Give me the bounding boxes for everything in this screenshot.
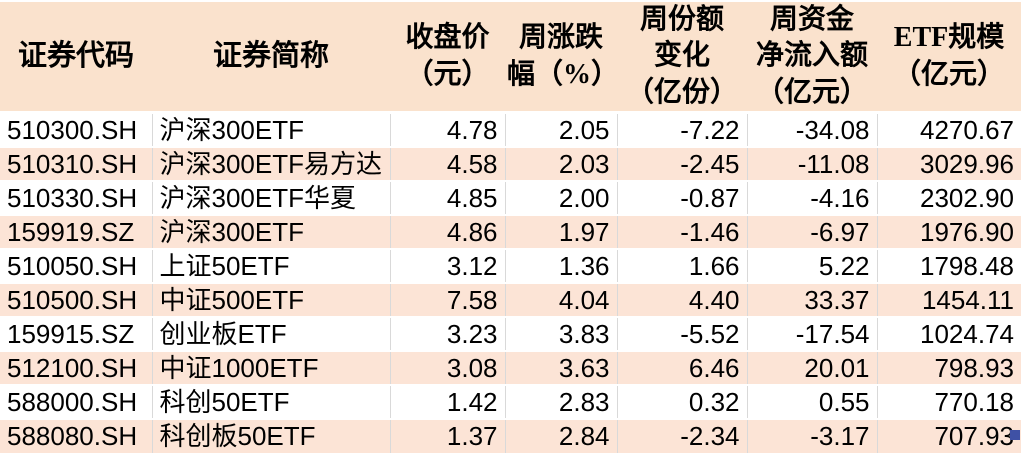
cell-name: 上证50ETF [151,247,390,283]
table-row: 510050.SH 上证50ETF 3.12 1.36 1.66 5.22 1798.48 [0,247,1021,283]
cell-chg: 2.00 [504,179,617,215]
cell-share: 1.66 [616,247,747,283]
cell-chg: 1.97 [504,213,617,249]
cell-flow: 33.37 [746,281,877,317]
cell-name: 中证1000ETF [151,349,390,385]
cell-close: 3.12 [389,247,505,283]
cell-share: -2.45 [616,145,747,181]
cell-code: 510500.SH [0,281,152,317]
cell-close: 7.58 [389,281,505,317]
table-row: 512100.SH 中证1000ETF 3.08 3.63 6.46 20.01 798.9… [0,349,1021,385]
cell-aum: 707.93 [876,417,1021,453]
column-header-close: 收盘价 （元） [390,0,505,115]
cell-chg: 4.04 [504,281,617,317]
table-body: 510300.SH 沪深300ETF 4.78 2.05 -7.22 -34.08 4270… [0,111,1021,453]
cell-flow: -11.08 [746,145,877,181]
table-row: 159915.SZ 创业板ETF 3.23 3.83 -5.52 -17.54 1024.7… [0,315,1021,351]
cell-name: 沪深300ETF华夏 [151,179,390,215]
cell-close: 4.58 [389,145,505,181]
cell-name: 科创板50ETF [151,417,390,453]
cell-aum: 1976.90 [876,213,1021,249]
cell-aum: 2302.90 [876,179,1021,215]
table-row: 159919.SZ 沪深300ETF 4.86 1.97 -1.46 -6.97 1976.… [0,213,1021,249]
cell-chg: 2.05 [504,111,617,147]
cell-code: 159919.SZ [0,213,152,249]
cell-name: 中证500ETF [151,281,390,317]
cell-aum: 770.18 [876,383,1021,419]
cell-flow: -17.54 [746,315,877,351]
cell-flow: 20.01 [746,349,877,385]
cell-aum: 4270.67 [876,111,1021,147]
cell-aum: 1454.11 [876,281,1021,317]
cell-aum: 1024.74 [876,315,1021,351]
table-header: 证券代码 证券简称 收盘价 （元） 周涨跌 幅（%） 周份额 变化 （亿份） 周资金 净流… [0,0,1021,115]
column-header-chg: 周涨跌 幅（%） [505,0,619,115]
cell-code: 510310.SH [0,145,152,181]
cell-code: 510050.SH [0,247,152,283]
cell-close: 4.78 [389,111,505,147]
cell-chg: 2.83 [504,383,617,419]
cell-flow: -34.08 [746,111,877,147]
cell-share: -5.52 [616,315,747,351]
header-row: 证券代码 证券简称 收盘价 （元） 周涨跌 幅（%） 周份额 变化 （亿份） 周资金 净流… [0,0,1021,115]
cell-code: 588080.SH [0,417,152,453]
cell-close: 3.23 [389,315,505,351]
cell-aum: 798.93 [876,349,1021,385]
table-row: 510500.SH 中证500ETF 7.58 4.04 4.40 33.37 1454.1… [0,281,1021,317]
cell-name: 创业板ETF [151,315,390,351]
cell-flow: -3.17 [746,417,877,453]
column-header-code: 证券代码 [0,0,152,115]
cell-close: 1.37 [389,417,505,453]
cell-flow: 0.55 [746,383,877,419]
cell-flow: 5.22 [746,247,877,283]
cell-flow: -6.97 [746,213,877,249]
cell-chg: 2.03 [504,145,617,181]
cell-code: 512100.SH [0,349,152,385]
cell-aum: 3029.96 [876,145,1021,181]
cell-code: 588000.SH [0,383,152,419]
column-header-aum: ETF规模 （亿元） [877,0,1021,115]
cell-code: 159915.SZ [0,315,152,351]
cell-code: 510300.SH [0,111,152,147]
table-row: 588000.SH 科创50ETF 1.42 2.83 0.32 0.55 770.18 [0,383,1021,419]
cell-chg: 3.63 [504,349,617,385]
cell-chg: 1.36 [504,247,617,283]
cell-share: -1.46 [616,213,747,249]
cell-close: 1.42 [389,383,505,419]
cell-name: 科创50ETF [151,383,390,419]
cell-name: 沪深300ETF [151,213,390,249]
cell-chg: 2.84 [504,417,617,453]
cell-flow: -4.16 [746,179,877,215]
cell-share: 6.46 [616,349,747,385]
cell-close: 3.08 [389,349,505,385]
table-row: 588080.SH 科创板50ETF 1.37 2.84 -2.34 -3.17 707.9… [0,417,1021,453]
cell-close: 4.85 [389,179,505,215]
cell-code: 510330.SH [0,179,152,215]
cell-aum: 1798.48 [876,247,1021,283]
table-row: 510310.SH 沪深300ETF易方达 4.58 2.03 -2.45 -11.08 3… [0,145,1021,181]
cell-share: -7.22 [616,111,747,147]
corner-blue-marker [1010,430,1020,440]
cell-share: -2.34 [616,417,747,453]
table-row: 510300.SH 沪深300ETF 4.78 2.05 -7.22 -34.08 4270… [0,111,1021,147]
cell-share: -0.87 [616,179,747,215]
cell-share: 0.32 [616,383,747,419]
table-row: 510330.SH 沪深300ETF华夏 4.85 2.00 -0.87 -4.16 230… [0,179,1021,215]
column-header-share: 周份额 变化 （亿份） [617,0,747,115]
cell-name: 沪深300ETF易方达 [151,145,390,181]
column-header-flow: 周资金 净流入额 （亿元） [747,0,877,115]
cell-name: 沪深300ETF [151,111,390,147]
cell-share: 4.40 [616,281,747,317]
column-header-name: 证券简称 [152,0,390,115]
cell-chg: 3.83 [504,315,617,351]
cell-close: 4.86 [389,213,505,249]
